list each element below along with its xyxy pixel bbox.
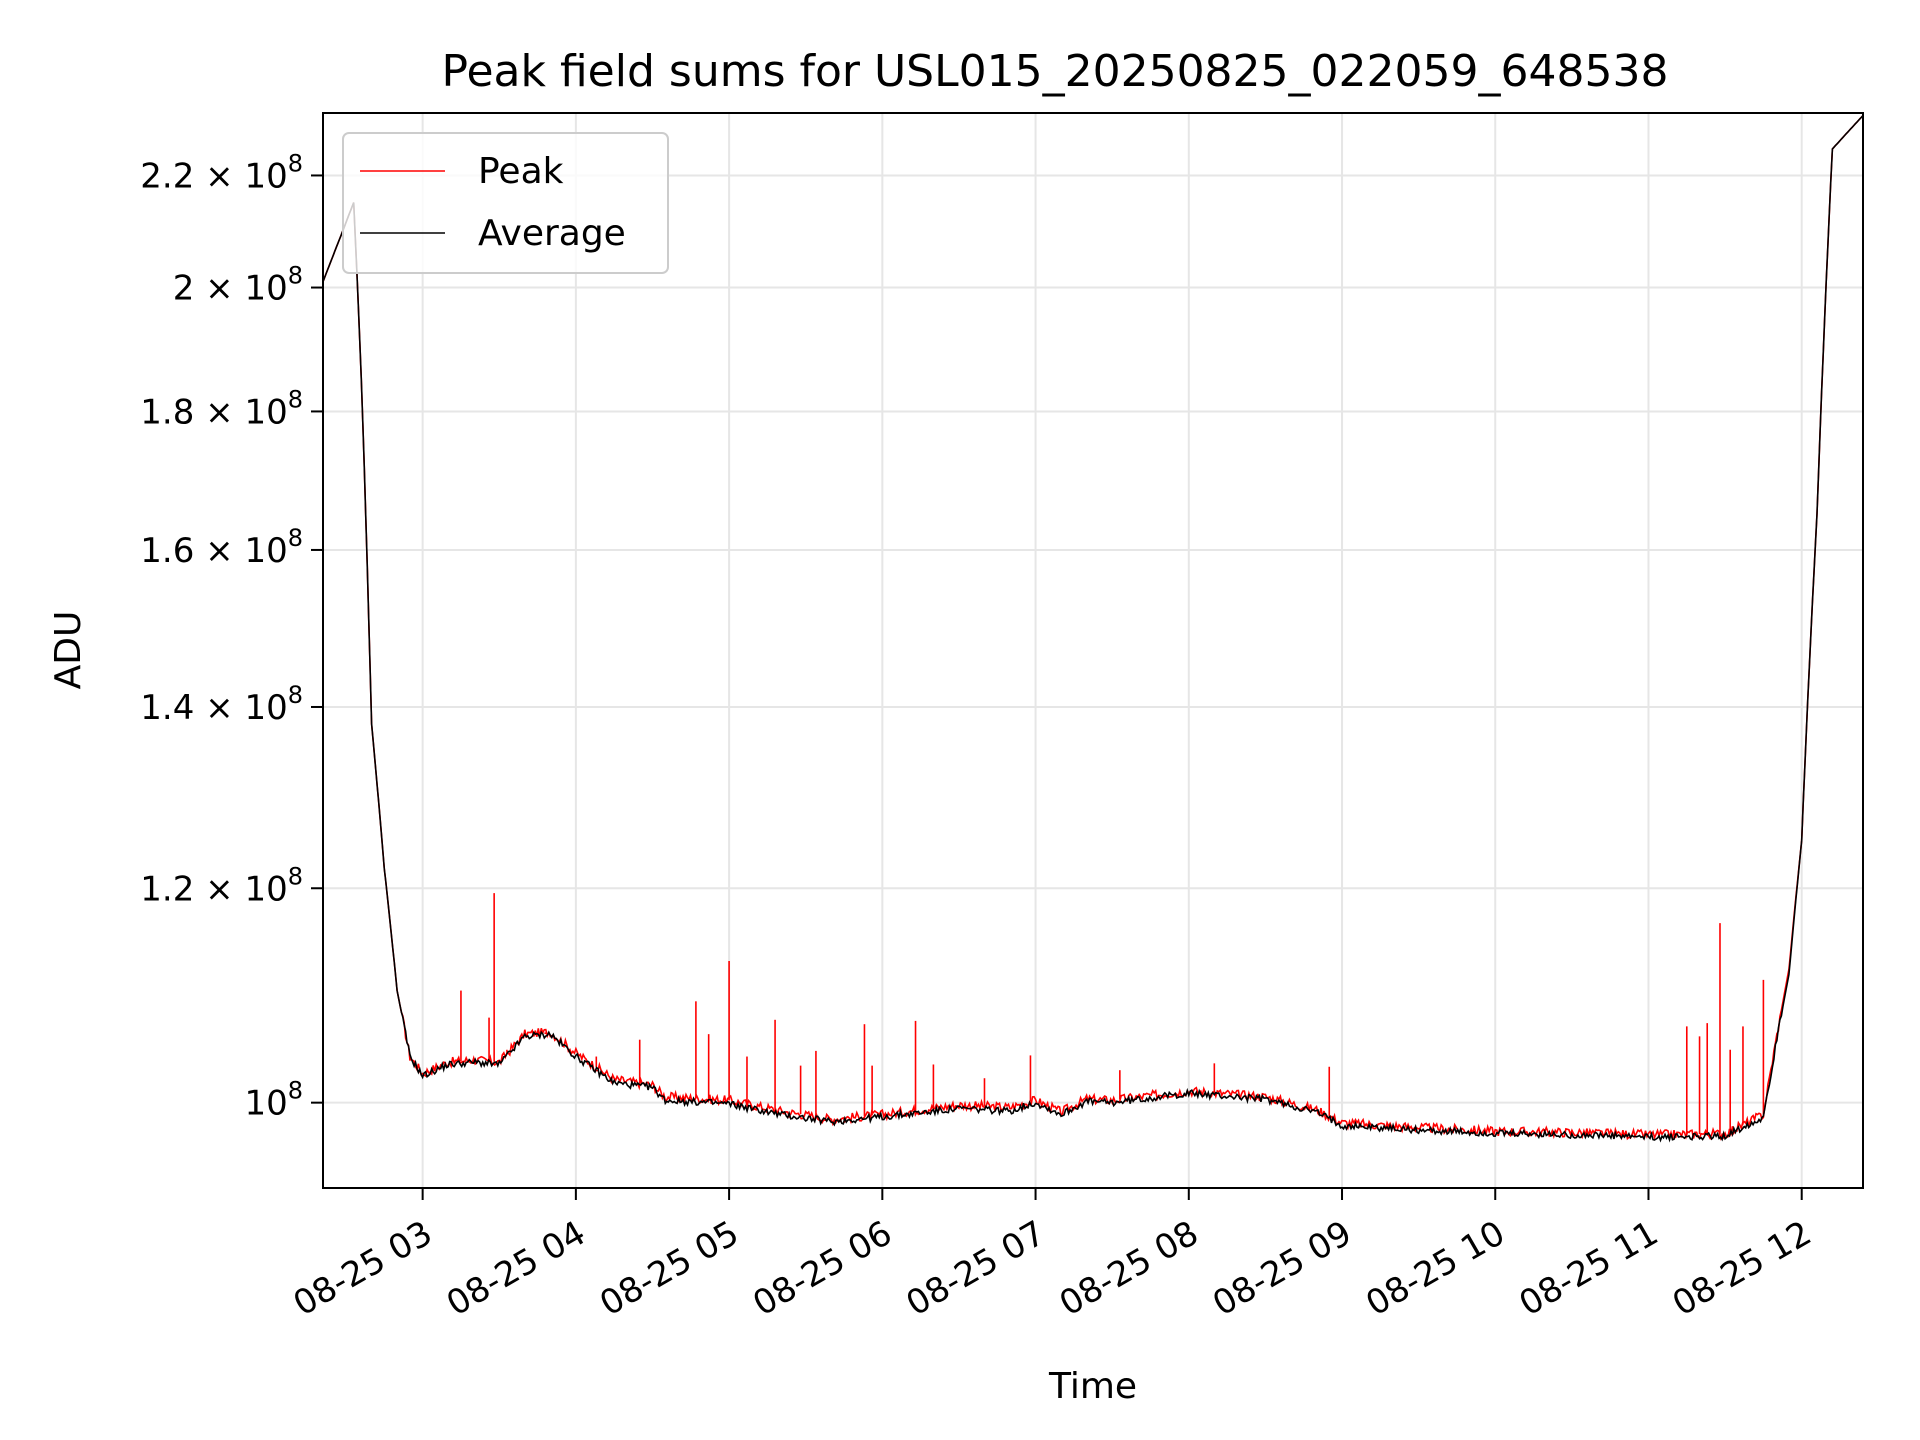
peak-spikes [460,893,1765,1135]
y-tick-label: 1.8 × 108 [140,385,303,432]
y-tick-label: 2.2 × 108 [140,149,303,196]
legend-label-average: Average [478,213,626,254]
series-layer [323,114,1863,1143]
legend-box [342,132,669,274]
x-axis-title: Time [1048,1366,1137,1407]
y-tick-label: 108 [244,1077,303,1124]
legend: Peak Average [342,132,669,274]
y-tick-label: 1.2 × 108 [140,862,303,909]
plot-frame [322,112,1864,1189]
series-line-average [323,114,1863,1143]
y-axis: 108 1.2 × 108 1.4 × 108 1.6 × 108 1.8 × 108 2… [140,149,323,1124]
y-tick-label: 1.4 × 108 [140,681,303,728]
y-tick-label: 2 × 108 [173,262,303,309]
series-line-peak [323,114,1863,1141]
y-axis-title: ADU [48,611,89,690]
y-tick-label: 1.6 × 108 [140,524,303,571]
legend-label-peak: Peak [478,151,564,192]
chart-title: Peak field sums for USL015_20250825_0220… [442,46,1669,97]
